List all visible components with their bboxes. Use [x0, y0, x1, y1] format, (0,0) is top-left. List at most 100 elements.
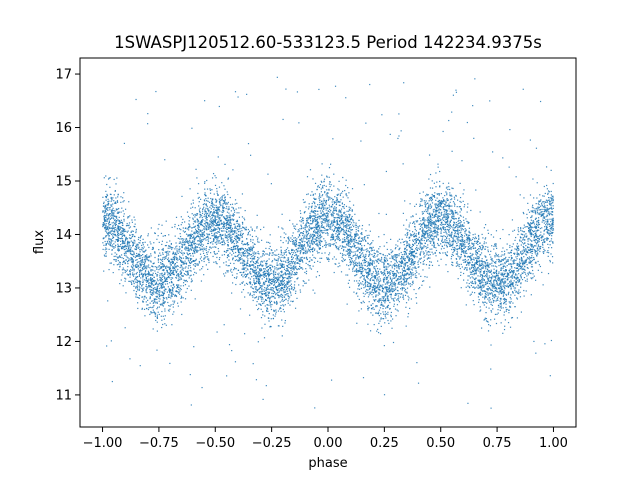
data-point — [527, 240, 529, 242]
data-point — [142, 281, 144, 283]
data-point — [456, 244, 458, 247]
data-point — [244, 219, 246, 221]
data-point — [257, 271, 259, 273]
data-point — [448, 226, 450, 228]
data-point — [442, 227, 444, 229]
data-point — [234, 248, 236, 250]
data-point — [256, 261, 258, 263]
data-point — [244, 252, 246, 255]
data-point — [520, 228, 522, 230]
data-point — [354, 233, 356, 235]
data-point — [395, 315, 397, 317]
data-point — [140, 248, 142, 250]
data-point — [365, 255, 367, 257]
data-point — [439, 205, 441, 207]
data-point — [311, 202, 313, 205]
data-point — [438, 202, 440, 205]
data-point — [349, 220, 351, 223]
data-point — [156, 302, 158, 304]
data-point — [405, 281, 407, 283]
data-point — [472, 237, 474, 239]
data-point — [384, 295, 386, 297]
data-point — [452, 214, 454, 216]
data-point — [394, 297, 396, 299]
data-point — [436, 230, 438, 233]
data-point — [215, 237, 217, 239]
data-point — [415, 270, 417, 272]
data-point — [463, 279, 465, 281]
data-point — [287, 260, 289, 262]
data-point — [341, 192, 343, 194]
data-point — [371, 291, 373, 293]
data-point — [502, 295, 504, 297]
data-point — [399, 261, 401, 263]
data-point — [231, 229, 234, 231]
data-point — [455, 194, 457, 197]
data-point — [216, 263, 218, 265]
data-point — [193, 243, 195, 245]
data-point — [328, 208, 331, 210]
data-point — [521, 233, 523, 235]
data-point — [161, 274, 163, 277]
data-point — [328, 221, 330, 223]
data-point — [438, 193, 440, 195]
data-point — [169, 251, 171, 253]
data-point — [348, 208, 351, 210]
data-point — [150, 311, 152, 313]
data-point — [185, 279, 187, 282]
data-point — [135, 255, 137, 257]
data-point — [159, 277, 161, 279]
data-point — [122, 261, 124, 263]
data-point — [420, 198, 422, 200]
data-point — [444, 200, 446, 202]
data-point — [419, 204, 422, 207]
data-point — [211, 205, 213, 207]
data-point — [444, 221, 447, 224]
data-point — [512, 260, 514, 262]
data-point — [310, 206, 312, 208]
data-point — [404, 200, 406, 202]
data-point — [504, 262, 506, 265]
data-point — [481, 284, 484, 286]
data-point — [404, 264, 407, 266]
data-point — [380, 318, 382, 320]
data-point — [216, 190, 218, 192]
data-point — [429, 214, 431, 216]
data-point — [422, 263, 424, 265]
data-point — [173, 311, 175, 313]
data-point — [253, 265, 255, 267]
data-point — [217, 226, 219, 228]
data-point — [368, 262, 370, 264]
data-point — [365, 290, 367, 292]
data-point — [104, 214, 106, 217]
data-point — [486, 291, 488, 293]
data-point — [487, 289, 489, 291]
data-point — [291, 249, 293, 252]
data-point — [551, 200, 553, 202]
data-point — [331, 189, 333, 192]
data-point — [509, 302, 511, 304]
data-point — [498, 306, 500, 308]
data-point — [270, 264, 272, 266]
data-point — [474, 262, 476, 264]
data-point — [357, 227, 359, 229]
data-point — [300, 237, 303, 239]
data-point — [398, 276, 400, 278]
data-point — [314, 207, 316, 209]
data-point — [312, 218, 314, 220]
data-point — [438, 212, 440, 214]
data-point — [350, 229, 353, 231]
data-point — [406, 236, 408, 238]
data-point — [499, 260, 501, 262]
data-point — [293, 284, 296, 286]
data-point — [344, 234, 346, 236]
data-point — [124, 251, 126, 253]
data-point — [297, 244, 299, 247]
data-point — [184, 298, 187, 300]
data-point — [490, 258, 492, 260]
data-point — [398, 260, 400, 262]
data-point — [247, 273, 249, 275]
data-point — [340, 199, 342, 201]
data-point — [255, 267, 257, 269]
data-point — [494, 254, 496, 257]
